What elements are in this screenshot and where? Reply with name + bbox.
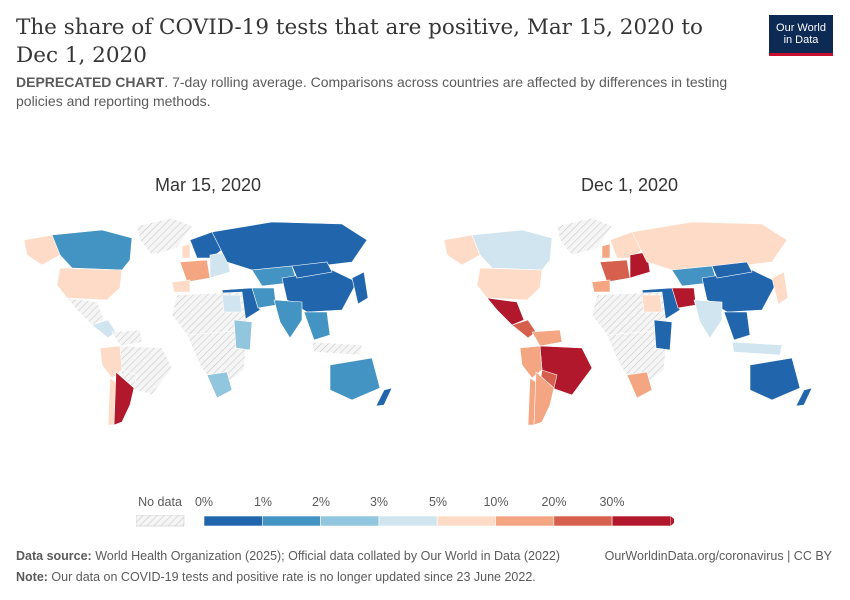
country-west-europe [599, 259, 631, 283]
country-greenland [556, 217, 613, 256]
map-title-mar15: Mar 15, 2020 [155, 175, 262, 195]
legend-label-0: 0% [194, 495, 214, 509]
country-russia [211, 221, 368, 271]
color-legend: No data 0% 1% 2% 3% 5% 10% 20% 30% [130, 495, 690, 535]
country-mexico [66, 297, 105, 326]
country-argentina [533, 371, 555, 426]
footer-note-text: Our data on COVID-19 tests and positive … [47, 570, 536, 584]
country-canada [471, 229, 553, 271]
footer-source-bold: Data source: [16, 549, 92, 563]
legend-swatch-2 [320, 515, 380, 527]
legend-swatch-1 [261, 515, 321, 527]
subtitle-bold: DEPRECATED CHART [16, 74, 165, 90]
country-mexico [486, 297, 525, 326]
footer-note: Note: Our data on COVID-19 tests and pos… [16, 570, 536, 584]
country-west-europe [179, 259, 211, 283]
country-egypt [221, 294, 243, 313]
legend-label-4: 5% [428, 495, 448, 509]
country-uk [601, 243, 611, 259]
logo-line1: Our World [776, 22, 826, 34]
country-indonesia [311, 341, 363, 356]
country-argentina [113, 371, 135, 426]
country-russia [631, 221, 788, 271]
logo-line2: in Data [783, 34, 819, 46]
legend-label-6: 20% [541, 495, 567, 509]
legend-no-data-label: No data [138, 495, 182, 509]
country-indonesia [731, 341, 783, 356]
country-east-africa [653, 319, 673, 351]
country-australia [329, 357, 381, 401]
country-venezuela [111, 329, 143, 347]
country-usa [56, 267, 123, 301]
country-india [693, 299, 723, 339]
legend-no-data-swatch [136, 515, 185, 527]
country-southeast-asia [723, 311, 751, 341]
country-india [273, 299, 303, 339]
country-spain [171, 279, 191, 293]
country-new-zealand [795, 387, 813, 407]
legend-label-3: 3% [369, 495, 389, 509]
country-alaska [23, 234, 61, 266]
map-title-dec1: Dec 1, 2020 [581, 175, 679, 195]
legend-swatch-6 [553, 515, 613, 527]
legend-arrow [670, 516, 674, 526]
country-peru [519, 345, 543, 379]
country-china [701, 269, 778, 313]
legend-label-2: 2% [311, 495, 331, 509]
country-greenland [136, 217, 193, 256]
footer-source: Data source: World Health Organization (… [16, 549, 560, 563]
country-usa [476, 267, 543, 301]
country-egypt [641, 294, 663, 313]
footer-source-text: World Health Organization (2025); Offici… [91, 549, 561, 563]
country-china [281, 269, 358, 313]
chart-title: The share of COVID-19 tests that are pos… [16, 15, 703, 68]
country-venezuela [531, 329, 563, 347]
country-alaska [443, 234, 481, 266]
legend-swatch-7 [611, 515, 671, 527]
country-korea-japan [351, 271, 369, 305]
chart-subtitle: DEPRECATED CHART. 7-day rolling average.… [16, 73, 776, 111]
subtitle-text: . 7-day rolling average. Comparisons acr… [16, 74, 728, 109]
owid-logo[interactable]: Our World in Data [769, 15, 833, 56]
country-mongolia [291, 261, 333, 279]
legend-color-bar [204, 515, 674, 527]
world-map-mar15 [23, 217, 393, 426]
country-new-zealand [375, 387, 393, 407]
footer-note-bold: Note: [16, 570, 48, 584]
country-canada [51, 229, 133, 271]
country-south-africa [626, 371, 653, 399]
legend-swatch-5 [495, 515, 555, 527]
legend-label-5: 10% [483, 495, 509, 509]
country-spain [591, 279, 611, 293]
country-peru [99, 345, 123, 379]
footer-link[interactable]: OurWorldinData.org/coronavirus | CC BY [604, 549, 832, 563]
country-australia [749, 357, 801, 401]
country-south-africa [206, 371, 233, 399]
legend-swatch-0 [204, 515, 263, 527]
country-southeast-asia [303, 311, 331, 341]
legend-swatch-4 [436, 515, 496, 527]
world-map-dec1 [443, 217, 813, 426]
country-east-africa [233, 319, 253, 351]
country-mongolia [711, 261, 753, 279]
legend-label-7: 30% [599, 495, 625, 509]
legend-label-1: 1% [253, 495, 273, 509]
country-uk [181, 243, 191, 259]
legend-swatch-3 [378, 515, 438, 527]
country-korea-japan [771, 271, 789, 305]
